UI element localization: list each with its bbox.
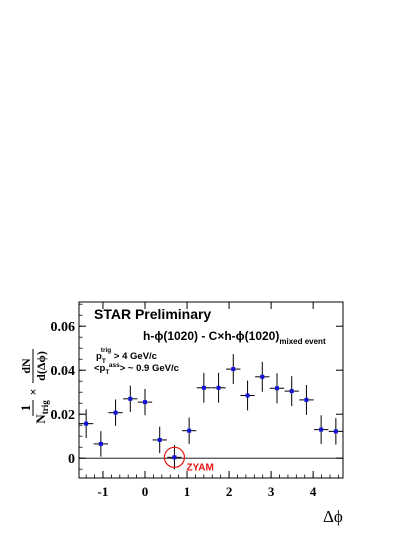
x-tick-label: 0 — [142, 484, 149, 499]
data-point — [319, 427, 324, 432]
x-axis-label: Δϕ — [323, 507, 343, 526]
x-tick-label: 1 — [184, 484, 191, 499]
axis-ticks: -1 0 1 2 3 4 0 0.02 0.04 0.06 — [51, 302, 343, 499]
data-point — [275, 386, 279, 391]
y-tick-label: 0.02 — [51, 408, 76, 423]
x-tick-label: -1 — [98, 484, 109, 499]
x-tick-label: 2 — [226, 484, 233, 499]
x-tick-label: 4 — [310, 484, 317, 499]
zyam-circle — [163, 446, 186, 468]
y-tick-label: 0.06 — [51, 320, 76, 335]
data-point — [157, 437, 162, 442]
y-tick-label: 0.04 — [51, 364, 76, 379]
cut-label-associated: <pTass> ~ 0.9 GeV/c — [94, 362, 179, 376]
cut-labels: pTtrig > 4 GeV/c <pTass> ~ 0.9 GeV/c — [94, 347, 179, 376]
data-point — [260, 374, 265, 379]
data-point — [98, 441, 103, 446]
cut-trigger-prefix: p — [96, 351, 102, 362]
chart-subtitle-main: h-ϕ(1020) - C×h-ϕ(1020) — [143, 329, 279, 343]
data-point — [84, 421, 89, 426]
cut-assoc-sub2: ass — [109, 362, 120, 369]
cut-label-trigger: pTtrig > 4 GeV/c — [96, 347, 157, 365]
y-label-dn: dN — [19, 358, 33, 374]
data-point — [201, 385, 206, 390]
cut-trigger-sub: T — [102, 358, 106, 365]
cut-assoc-suffix: > ~ 0.9 GeV/c — [120, 363, 179, 374]
cut-trigger-suffix: > 4 GeV/c — [111, 351, 157, 362]
data-point — [333, 429, 338, 434]
data-point — [172, 455, 177, 460]
data-point — [304, 397, 309, 402]
data-point — [216, 385, 221, 390]
data-point — [113, 410, 118, 415]
y-label-ddphi: d(Δϕ) — [34, 351, 48, 381]
zyam-annotation: ZYAM — [186, 462, 213, 473]
y-label-times: × — [26, 389, 40, 396]
chart-subtitle-sub: mixed event — [279, 337, 326, 346]
chart-subtitle: h-ϕ(1020) - C×h-ϕ(1020)mixed event — [143, 329, 326, 346]
chart-title: STAR Preliminary — [94, 306, 211, 322]
data-point — [245, 393, 250, 398]
plot-frame — [78, 301, 344, 479]
y-label-denominator: Ntrig — [33, 400, 50, 424]
cut-assoc-sub: T — [105, 369, 109, 376]
cut-trigger-sup: trig — [101, 347, 112, 354]
data-points — [79, 354, 343, 470]
y-label-one: 1 — [18, 405, 33, 412]
y-label-ntrig-sub: trig — [40, 400, 50, 414]
data-point — [143, 400, 147, 405]
data-point — [289, 389, 294, 394]
y-tick-label: 0 — [68, 452, 75, 467]
x-tick-label: 3 — [268, 484, 275, 499]
data-point — [128, 396, 133, 401]
y-label-ntrig: N — [33, 414, 48, 424]
data-point — [187, 428, 192, 433]
data-point — [231, 367, 236, 372]
cut-assoc-prefix: <p — [94, 363, 106, 374]
y-axis-label: 1 Ntrig × dN d(Δϕ) — [18, 349, 50, 424]
